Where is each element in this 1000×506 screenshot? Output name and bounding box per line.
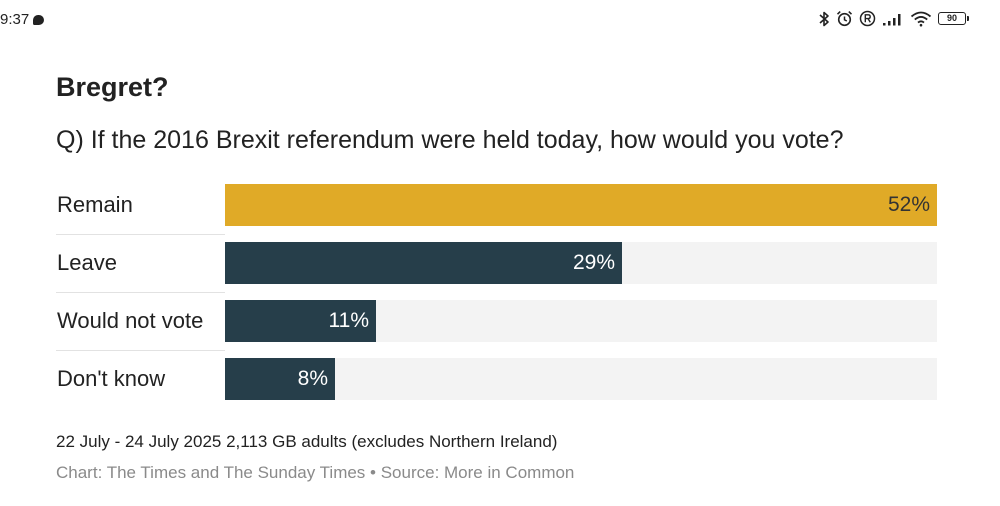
status-bar: 9:37 90 <box>0 0 1000 44</box>
bar <box>225 358 335 400</box>
status-icons: 90 <box>818 10 969 27</box>
chart-title: Bregret? <box>56 72 169 102</box>
data-label: 8% <box>297 367 328 390</box>
bar-track: 11% <box>225 300 937 342</box>
bar-track: 8% <box>225 358 937 400</box>
chart-note: 22 July - 24 July 2025 2,113 GB adults (… <box>56 432 558 451</box>
bar-chart: Remain 52% Leave 29% Would not vote 11% Don't … <box>56 184 938 404</box>
battery-level: 90 <box>946 13 957 23</box>
chart-subtitle: Q) If the 2016 Brexit referendum were he… <box>56 126 844 154</box>
category-label: Remain <box>57 192 133 217</box>
bar <box>225 242 622 284</box>
row-divider <box>56 292 225 293</box>
data-label: 52% <box>887 193 930 216</box>
row-divider <box>56 234 225 235</box>
category-label: Leave <box>57 250 117 275</box>
status-time: 9:37 <box>0 11 45 28</box>
row-divider <box>56 350 225 351</box>
bar-row: Leave 29% <box>56 242 938 284</box>
wifi-icon <box>910 11 932 26</box>
data-label: 29% <box>572 251 615 274</box>
bar-track: 52% <box>225 184 937 226</box>
bar-row: Don't know 8% <box>56 358 938 400</box>
registered-icon <box>859 10 876 27</box>
signal-icon <box>883 13 901 25</box>
bar-track: 29% <box>225 242 937 284</box>
status-time-text: 9:37 <box>0 11 30 28</box>
data-label: 11% <box>328 309 369 332</box>
bar <box>225 300 376 342</box>
chart-credit: Chart: The Times and The Sunday Times • … <box>56 463 575 482</box>
category-label: Don't know <box>57 366 166 391</box>
bluetooth-icon <box>819 11 829 26</box>
category-label: Would not vote <box>57 308 204 333</box>
battery-icon: 90 <box>938 12 969 25</box>
bar <box>225 184 937 226</box>
bar-row: Remain 52% <box>56 184 938 226</box>
alarm-icon <box>836 11 853 27</box>
bar-row: Would not vote 11% <box>56 300 938 342</box>
chat-bubble-icon <box>33 14 45 25</box>
